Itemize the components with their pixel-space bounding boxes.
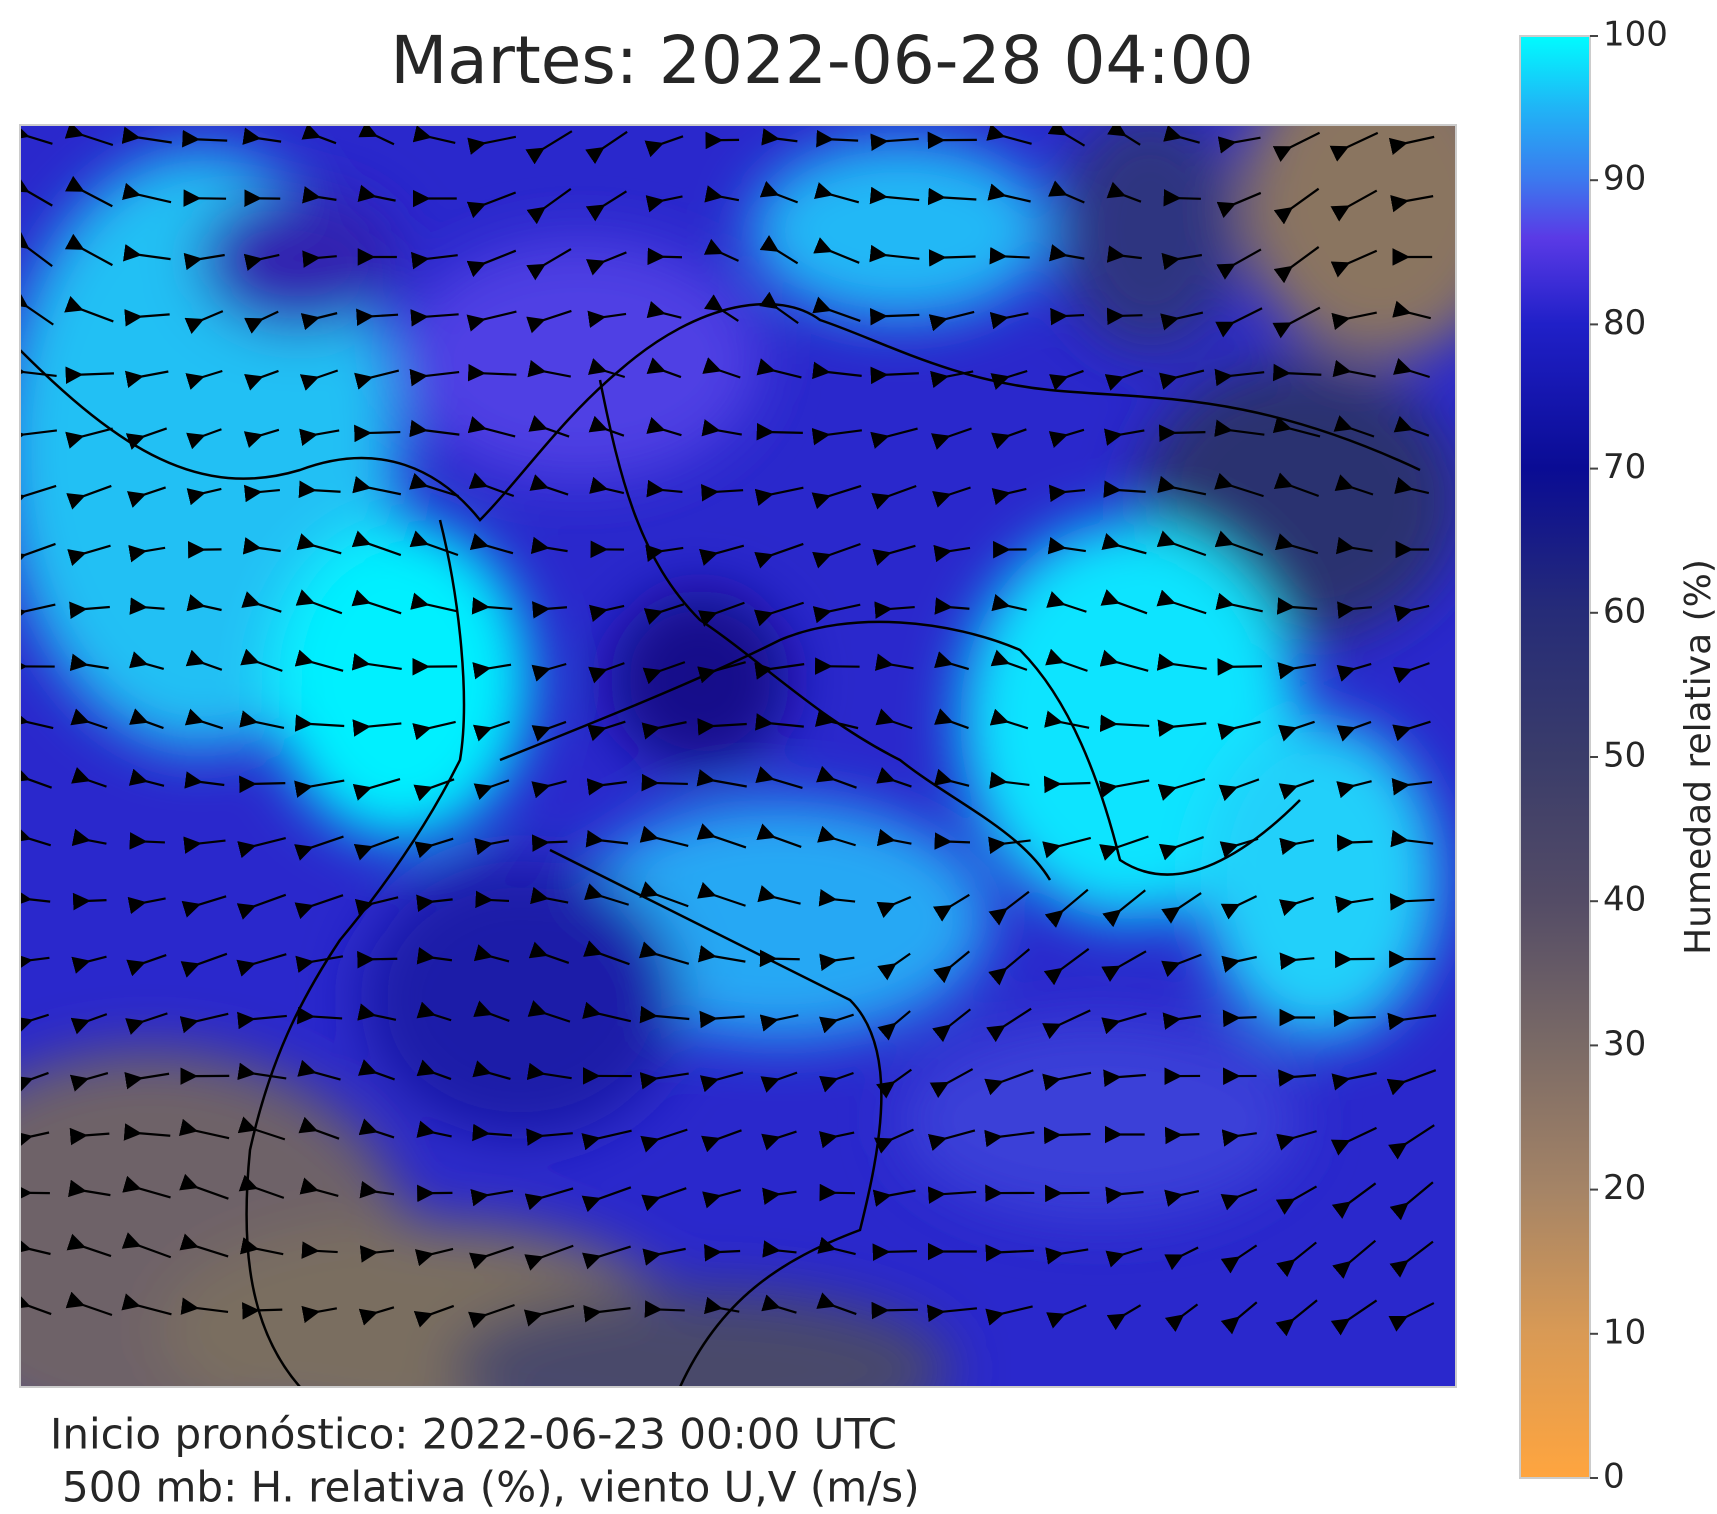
wind-arrow: [720, 1251, 740, 1252]
wind-arrow: [1289, 373, 1322, 375]
wind-arrow: [887, 1310, 918, 1311]
wind-arrow: [951, 607, 970, 609]
wind-arrow: [198, 139, 227, 140]
wind-arrow: [1123, 315, 1143, 316]
wind-arrow: [1352, 842, 1372, 843]
wind-arrow: [548, 607, 567, 608]
wind-arrow: [370, 432, 401, 433]
wind-arrow: [1181, 1134, 1200, 1135]
colorbar-tick-label: 60: [1603, 591, 1646, 631]
colorbar-ticks: 0 10 20 30 40 50 60 70 80 90 100: [1590, 15, 1668, 1497]
wind-arrow: [548, 842, 568, 843]
wind-arrow: [484, 373, 517, 374]
wind-arrow: [88, 900, 106, 901]
wind-arrow: [1001, 1251, 1034, 1253]
map: [0, 40, 1520, 1450]
colorbar-tick-label: 80: [1603, 303, 1646, 343]
wind-arrow: [258, 1310, 283, 1311]
footer-line: Inicio pronóstico: 2022-06-23 00:00 UTC: [50, 1410, 897, 1459]
wind-arrow: [314, 490, 340, 492]
colorbar-tick-label: 90: [1603, 159, 1646, 199]
wind-arrow: [1175, 432, 1206, 433]
wind-arrow: [1406, 900, 1435, 901]
wind-arrow: [1005, 256, 1029, 257]
wind-arrow: [832, 139, 858, 140]
wind-arrow: [772, 432, 803, 433]
colorbar-tick-label: 40: [1603, 880, 1646, 920]
colorbar-tick-label: 100: [1603, 15, 1668, 55]
wind-arrow: [317, 1251, 337, 1252]
wind-arrow: [1066, 315, 1084, 316]
wind-arrow: [886, 373, 919, 374]
wind-arrow: [657, 783, 688, 784]
colorbar: [1520, 36, 1590, 1478]
colorbar-tick-label: 10: [1603, 1312, 1646, 1352]
wind-arrow: [888, 1251, 917, 1252]
wind-arrow: [373, 959, 398, 960]
title: Martes: 2022-06-28 04:00: [390, 22, 1253, 99]
wind-arrow: [255, 783, 286, 784]
wind-arrow: [944, 257, 975, 258]
wind-arrow: [1059, 1134, 1090, 1135]
wind-arrow: [886, 315, 920, 316]
wind-arrow: [1179, 198, 1201, 199]
wind-arrow: [491, 900, 509, 901]
colorbar-label: Humedad relativa (%): [1678, 559, 1717, 955]
colorbar-tick-label: 30: [1603, 1024, 1646, 1064]
wind-arrow: [145, 842, 165, 843]
wind-arrow: [660, 1310, 684, 1311]
wind-arrow: [1060, 783, 1091, 784]
wind-arrow: [146, 607, 165, 608]
wind-arrow: [1238, 1017, 1256, 1018]
colorbar-tick-label: 20: [1603, 1168, 1646, 1208]
colorbar-tick-label: 70: [1603, 447, 1646, 487]
wind-arrow: [950, 842, 970, 843]
colorbar-tick-label: 50: [1603, 736, 1646, 776]
wind-arrow: [81, 373, 114, 374]
colorbar-tick-label: 0: [1603, 1457, 1625, 1497]
wind-arrow: [1349, 1017, 1376, 1018]
footer-line: 500 mb: H. relativa (%), viento U,V (m/s…: [62, 1463, 920, 1511]
